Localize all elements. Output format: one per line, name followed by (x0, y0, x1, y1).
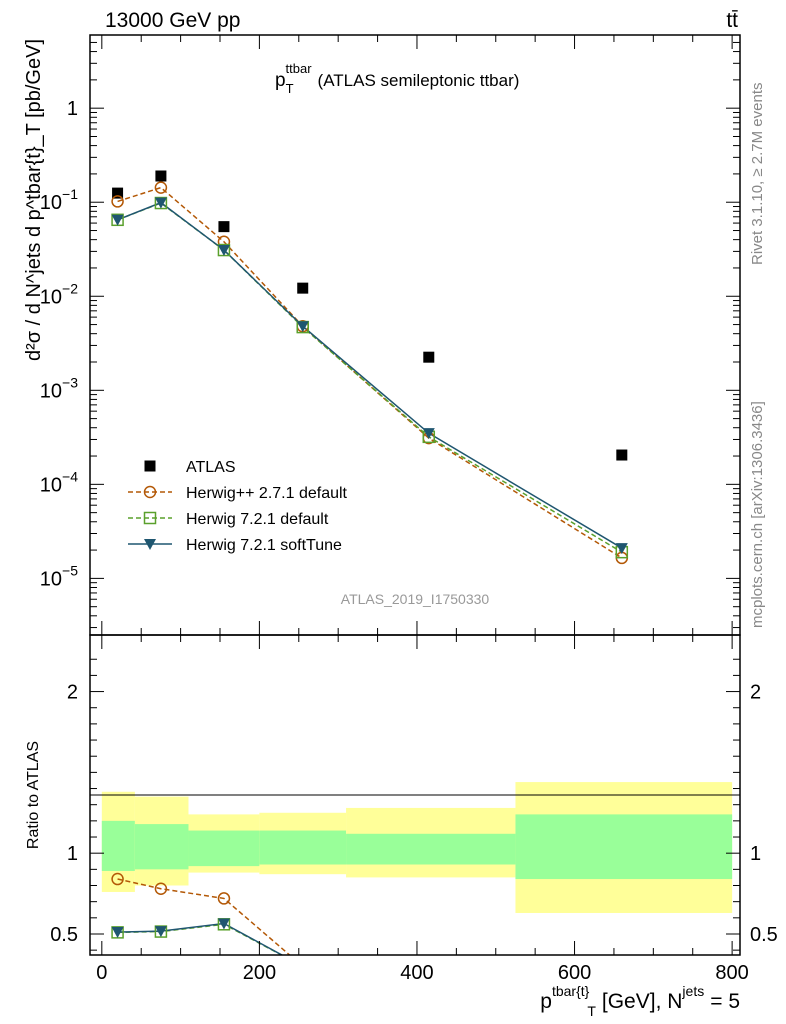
ratio-band-inner-2 (188, 830, 260, 867)
legend-label-2: Herwig 7.2.1 default (186, 511, 329, 528)
main-ylabel: d²σ / d N^jets d p^tbar{t}_T [pb/GeV] (23, 39, 45, 361)
ratio-series-line-0 (117, 878, 291, 955)
xtick-label: 600 (558, 962, 591, 984)
xtick-label: 400 (400, 962, 433, 984)
mcplots-label: mcplots.cern.ch [arXiv:1306.3436] (749, 401, 766, 628)
main-point-s3-0 (111, 214, 124, 226)
main-point-s3-4 (422, 428, 435, 440)
main-panel: 1 10−1 10−2 10−3 10−4 10−5 ATLAS_2019_I175033… (23, 34, 741, 636)
main-point-s0-3 (297, 282, 309, 294)
xtick-label: 200 (243, 962, 276, 984)
header-left: 13000 GeV pp (105, 9, 240, 32)
ratio-point-s2-2 (217, 918, 230, 930)
rivet-label: Rivet 3.1.10, ≥ 2.7M events (749, 83, 766, 266)
main-series-line-1 (117, 186, 623, 559)
main-title: pTttbar(ATLAS semileptonic ttbar) (275, 61, 519, 96)
xtick-label: 800 (715, 962, 748, 984)
ratio-band-inner-5 (515, 814, 733, 880)
main-ytick-label: 1 (67, 98, 78, 120)
legend-label-1: Herwig++ 2.7.1 default (186, 485, 348, 502)
legend: ATLAS Herwig++ 2.7.1 default Herwig 7.2.1 … (128, 459, 348, 554)
header-right: tt̄ (726, 9, 738, 32)
legend-marker-1 (143, 485, 157, 499)
watermark: ATLAS_2019_I1750330 (341, 591, 490, 607)
ratio-ytick-label-right: 0.5 (750, 924, 778, 946)
main-ytick-label: 10−5 (40, 562, 78, 590)
ratio-frame (89, 634, 741, 956)
ratio-band-inner-0 (101, 820, 135, 871)
ratio-point-s2-0 (111, 927, 124, 939)
ratio-band-inner-1 (134, 824, 189, 870)
x-axis-label: ptbar{t} T [GeV], Njets = 5 (540, 983, 740, 1019)
main-ytick-label: 10−1 (40, 186, 78, 214)
ratio-point-s0-2 (217, 892, 231, 905)
main-point-s3-1 (154, 197, 167, 209)
ratio-ytick-label-right: 1 (750, 843, 761, 865)
ratio-ytick-label: 2 (67, 682, 78, 704)
xtick-label: 0 (96, 962, 107, 984)
main-point-s3-3 (296, 321, 309, 333)
main-point-s1-0 (111, 195, 124, 208)
ratio-ylabel: Ratio to ATLAS (25, 741, 42, 849)
main-point-s0-5 (616, 449, 628, 461)
main-ytick-label: 10−2 (40, 280, 78, 308)
ratio-ytick-label: 1 (67, 843, 78, 865)
main-point-s3-2 (217, 245, 230, 257)
legend-label-3: Herwig 7.2.1 softTune (186, 537, 342, 554)
main-series (111, 170, 629, 565)
ratio-axis-ticks: 0.5 0.5 1 1 2 2 0 200 400 600 800 (50, 635, 778, 984)
legend-marker-0 (144, 460, 156, 472)
ratio-point-s2-1 (154, 926, 167, 938)
ratio-band-inner-4 (346, 833, 516, 865)
ratio-panel: 0.5 0.5 1 1 2 2 0 200 400 600 800 Ratio to ATLAS p… (25, 634, 778, 1019)
ratio-point-s0-0 (111, 872, 124, 886)
ratio-series-line-1 (117, 923, 284, 955)
main-point-s1-1 (154, 181, 168, 194)
ratio-ytick-label: 0.5 (50, 924, 78, 946)
ratio-series (111, 872, 291, 955)
main-ytick-label: 10−3 (40, 374, 78, 402)
ratio-bands (101, 782, 733, 913)
main-ytick-label: 10−4 (40, 468, 78, 496)
main-point-s0-0 (112, 187, 124, 199)
ratio-series-line-2 (117, 922, 284, 955)
ratio-band-inner-3 (259, 830, 347, 865)
main-series-line-3 (117, 201, 623, 549)
legend-marker-3 (144, 539, 156, 550)
main-point-s0-4 (423, 351, 435, 363)
main-point-s0-2 (218, 221, 230, 233)
ratio-point-s0-1 (154, 882, 168, 895)
ratio-ytick-label-right: 2 (750, 682, 761, 704)
legend-label-0: ATLAS (186, 459, 236, 476)
legend-marker-2 (143, 511, 157, 525)
main-point-s0-1 (155, 170, 167, 182)
main-point-s3-5 (615, 543, 628, 555)
main-axis-ticks: 1 10−1 10−2 10−3 10−4 10−5 (40, 34, 740, 635)
